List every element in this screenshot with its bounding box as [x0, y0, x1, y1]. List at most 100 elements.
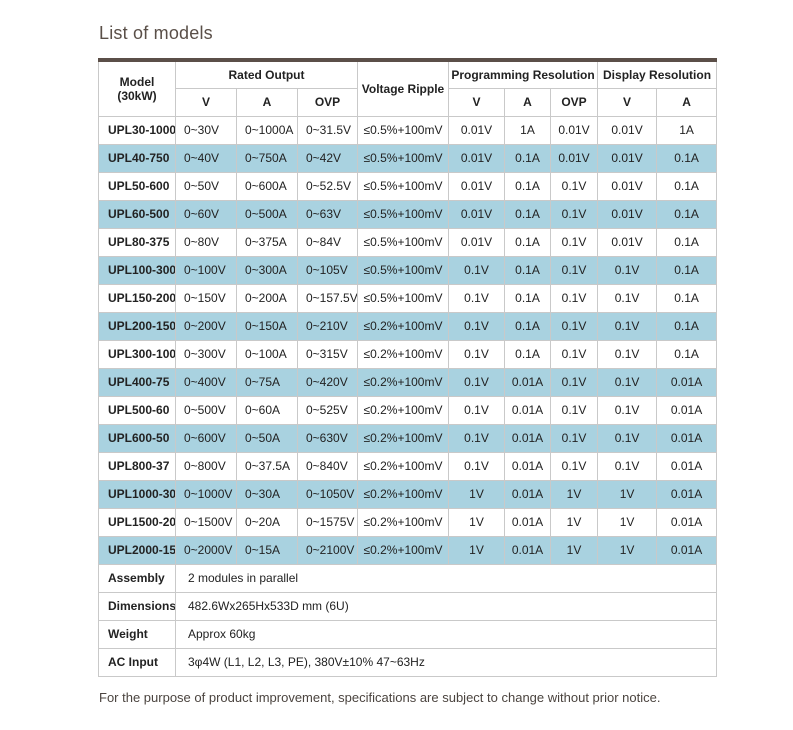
table-row: UPL40-750 0~40V 0~750A 0~42V ≤0.5%+100mV 0.01…: [98, 143, 718, 173]
rated-ovp-cell: 0~1575V: [297, 507, 358, 537]
disp-v-cell: 0.1V: [597, 255, 658, 285]
rated-a-cell: 0~50A: [236, 423, 298, 453]
models-table: Model (30kW) Rated Output Voltage Ripple…: [98, 58, 718, 677]
rated-ovp-cell: 0~84V: [297, 227, 358, 257]
spec-label-cell: Assembly: [98, 563, 176, 593]
prog-v-cell: 0.1V: [448, 367, 505, 397]
spec-value-cell: 3φ4W (L1, L2, L3, PE), 380V±10% 47~63Hz: [174, 647, 718, 677]
header-programming-resolution: Programming Resolution: [447, 59, 599, 89]
table-row: UPL500-60 0~500V 0~60A 0~525V ≤0.2%+100mV 0.1…: [98, 395, 718, 425]
spec-row: Dimensions 482.6Wx265Hx533D mm (6U): [98, 591, 718, 621]
model-cell: UPL400-75: [98, 367, 176, 397]
disp-a-cell: 0.01A: [656, 367, 718, 397]
table-row: UPL30-1000 0~30V 0~1000A 0~31.5V ≤0.5%+100mV…: [98, 115, 718, 145]
model-cell: UPL60-500: [98, 199, 176, 229]
spec-value-cell: 482.6Wx265Hx533D mm (6U): [174, 591, 718, 621]
disp-a-cell: 0.01A: [656, 479, 718, 509]
model-cell: UPL2000-15: [98, 535, 176, 565]
rated-ovp-cell: 0~105V: [297, 255, 358, 285]
voltage-ripple-cell: ≤0.2%+100mV: [357, 479, 449, 509]
prog-v-cell: 0.1V: [448, 311, 505, 341]
voltage-ripple-cell: ≤0.2%+100mV: [357, 535, 449, 565]
rated-v-cell: 0~150V: [175, 283, 237, 313]
table-row: UPL150-200 0~150V 0~200A 0~157.5V ≤0.5%+100m…: [98, 283, 718, 313]
rated-a-cell: 0~60A: [236, 395, 298, 425]
rated-v-cell: 0~2000V: [175, 535, 237, 565]
prog-ovp-cell: 0.1V: [549, 199, 599, 229]
voltage-ripple-cell: ≤0.5%+100mV: [357, 199, 449, 229]
header-rated-ovp: OVP: [297, 87, 358, 117]
spec-value-cell: 2 modules in parallel: [174, 563, 718, 593]
disp-v-cell: 0.01V: [597, 171, 658, 201]
header-row-subcolumns: V A OVP V A OVP V A: [99, 87, 718, 117]
rated-a-cell: 0~375A: [236, 227, 298, 257]
spec-row: Assembly 2 modules in parallel: [98, 563, 718, 593]
prog-v-cell: 1V: [448, 507, 505, 537]
prog-v-cell: 0.01V: [448, 115, 505, 145]
rated-a-cell: 0~75A: [236, 367, 298, 397]
spec-label-cell: Dimensions: [98, 591, 176, 621]
rated-v-cell: 0~200V: [175, 311, 237, 341]
prog-a-cell: 0.1A: [504, 227, 551, 257]
disp-v-cell: 0.1V: [597, 339, 658, 369]
rated-ovp-cell: 0~840V: [297, 451, 358, 481]
prog-ovp-cell: 0.01V: [549, 115, 599, 145]
prog-ovp-cell: 0.1V: [549, 339, 599, 369]
table-row: UPL50-600 0~50V 0~600A 0~52.5V ≤0.5%+100mV 0.…: [98, 171, 718, 201]
header-prog-v: V: [448, 87, 505, 117]
prog-ovp-cell: 0.1V: [549, 171, 599, 201]
disp-a-cell: 0.1A: [656, 143, 718, 173]
header-rated-v: V: [175, 87, 237, 117]
rated-v-cell: 0~30V: [175, 115, 237, 145]
table-row: UPL80-375 0~80V 0~375A 0~84V ≤0.5%+100mV 0.01…: [98, 227, 718, 257]
voltage-ripple-cell: ≤0.2%+100mV: [357, 339, 449, 369]
footnote: For the purpose of product improvement, …: [99, 689, 661, 705]
rated-ovp-cell: 0~63V: [297, 199, 358, 229]
rated-v-cell: 0~50V: [175, 171, 237, 201]
spec-row: AC Input 3φ4W (L1, L2, L3, PE), 380V±10% …: [98, 647, 718, 677]
prog-ovp-cell: 0.1V: [549, 451, 599, 481]
model-cell: UPL300-100: [98, 339, 176, 369]
rated-ovp-cell: 0~52.5V: [297, 171, 358, 201]
disp-a-cell: 0.01A: [656, 395, 718, 425]
rated-ovp-cell: 0~42V: [297, 143, 358, 173]
prog-a-cell: 0.1A: [504, 311, 551, 341]
model-cell: UPL1000-30: [98, 479, 176, 509]
prog-ovp-cell: 0.1V: [549, 367, 599, 397]
prog-ovp-cell: 0.1V: [549, 255, 599, 285]
disp-v-cell: 0.1V: [597, 311, 658, 341]
rated-v-cell: 0~60V: [175, 199, 237, 229]
disp-a-cell: 0.01A: [656, 535, 718, 565]
rated-v-cell: 0~80V: [175, 227, 237, 257]
table-row: UPL800-37 0~800V 0~37.5A 0~840V ≤0.2%+100mV 0…: [98, 451, 718, 481]
prog-a-cell: 1A: [504, 115, 551, 145]
header-prog-a: A: [504, 87, 551, 117]
spec-label-cell: AC Input: [98, 647, 176, 677]
rated-v-cell: 0~600V: [175, 423, 237, 453]
prog-a-cell: 0.01A: [504, 535, 551, 565]
rated-a-cell: 0~100A: [236, 339, 298, 369]
model-cell: UPL50-600: [98, 171, 176, 201]
prog-ovp-cell: 1V: [549, 507, 599, 537]
prog-a-cell: 0.1A: [504, 283, 551, 313]
disp-a-cell: 0.01A: [656, 507, 718, 537]
voltage-ripple-cell: ≤0.5%+100mV: [357, 115, 449, 145]
rated-ovp-cell: 0~2100V: [297, 535, 358, 565]
prog-v-cell: 1V: [448, 535, 505, 565]
disp-v-cell: 1V: [597, 535, 658, 565]
rated-a-cell: 0~15A: [236, 535, 298, 565]
prog-v-cell: 0.1V: [448, 283, 505, 313]
model-cell: UPL500-60: [98, 395, 176, 425]
model-cell: UPL150-200: [98, 283, 176, 313]
rated-a-cell: 0~200A: [236, 283, 298, 313]
disp-a-cell: 0.1A: [656, 199, 718, 229]
disp-a-cell: 0.1A: [656, 171, 718, 201]
rated-a-cell: 0~20A: [236, 507, 298, 537]
rated-v-cell: 0~800V: [175, 451, 237, 481]
rated-a-cell: 0~750A: [236, 143, 298, 173]
model-cell: UPL40-750: [98, 143, 176, 173]
rated-ovp-cell: 0~157.5V: [297, 283, 358, 313]
rated-ovp-cell: 0~420V: [297, 367, 358, 397]
header-model-line2: (30kW): [117, 88, 157, 103]
prog-v-cell: 0.1V: [448, 339, 505, 369]
